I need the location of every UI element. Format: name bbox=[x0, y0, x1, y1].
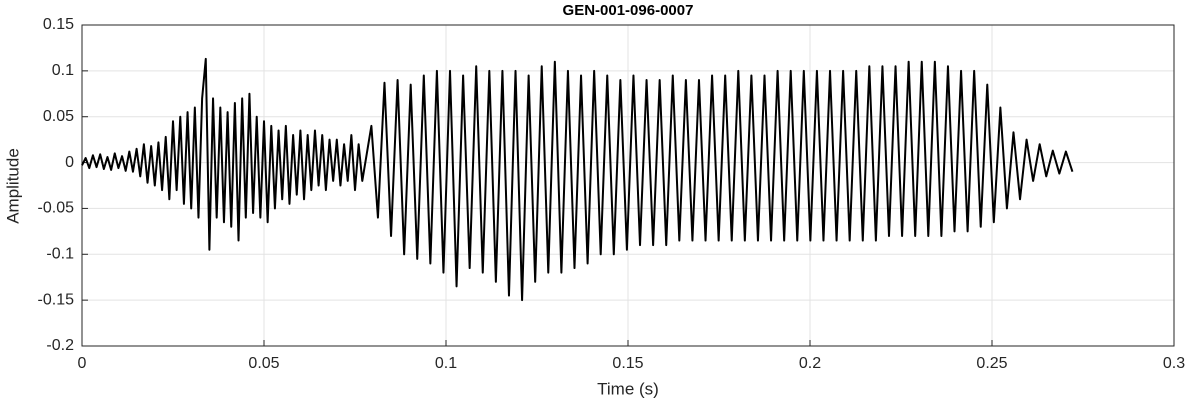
x-tick-label: 0.15 bbox=[612, 355, 643, 372]
x-tick-label: 0.25 bbox=[976, 355, 1007, 372]
waveform-line bbox=[81, 57, 1074, 302]
y-tick-label: 0.1 bbox=[52, 62, 74, 79]
y-tick-label: 0.05 bbox=[43, 108, 74, 125]
chart-title: GEN-001-096-0007 bbox=[563, 2, 694, 19]
y-axis-label: Amplitude bbox=[3, 148, 22, 224]
x-axis-label: Time (s) bbox=[597, 379, 659, 398]
y-tick-label: -0.15 bbox=[38, 291, 75, 308]
x-tick-label: 0.3 bbox=[1163, 355, 1185, 372]
y-tick-label: -0.1 bbox=[46, 246, 74, 263]
y-tick-label: 0.15 bbox=[43, 16, 74, 33]
x-tick-label: 0.2 bbox=[799, 355, 821, 372]
y-tick-label: -0.05 bbox=[38, 200, 75, 217]
y-tick-label: 0 bbox=[65, 154, 74, 171]
x-tick-label: 0 bbox=[78, 355, 87, 372]
axes-box bbox=[81, 24, 1175, 347]
y-tick-label: -0.2 bbox=[46, 337, 74, 354]
x-tick-label: 0.05 bbox=[248, 355, 279, 372]
x-tick-label: 0.1 bbox=[435, 355, 457, 372]
